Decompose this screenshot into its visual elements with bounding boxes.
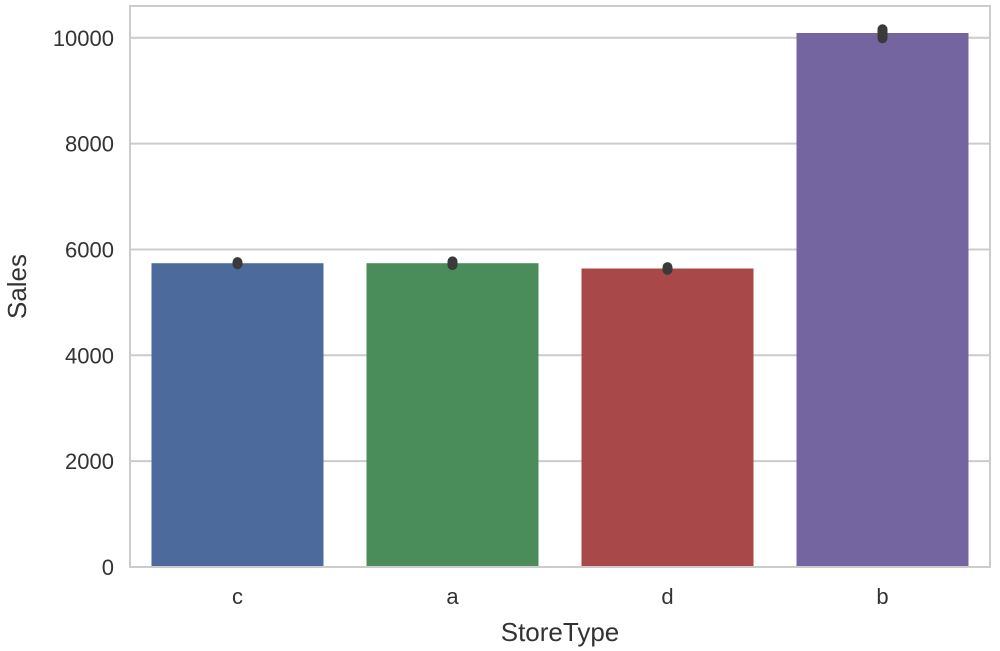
bar-d	[581, 268, 754, 567]
x-axis-label: StoreType	[501, 617, 620, 647]
x-tick-label: c	[232, 584, 243, 609]
plot-border	[129, 5, 991, 568]
y-tick-label: 6000	[65, 237, 114, 262]
bar-a	[366, 263, 539, 567]
x-tick-label: d	[661, 584, 673, 609]
bar-b	[796, 32, 969, 567]
error-bars	[232, 24, 888, 275]
x-tick-label: a	[446, 584, 459, 609]
plot-frame	[129, 5, 991, 568]
y-tick-label: 2000	[65, 449, 114, 474]
y-tick-labels: 0 2000 4000 6000 8000 10000	[53, 26, 114, 580]
bar-c	[151, 263, 324, 567]
y-axis-label: Sales	[2, 254, 32, 319]
y-tick-label: 4000	[65, 343, 114, 368]
x-tick-label: b	[876, 584, 888, 609]
y-tick-label: 10000	[53, 26, 114, 51]
bars	[151, 32, 969, 567]
y-tick-label: 8000	[65, 132, 114, 157]
y-tick-label: 0	[102, 555, 114, 580]
